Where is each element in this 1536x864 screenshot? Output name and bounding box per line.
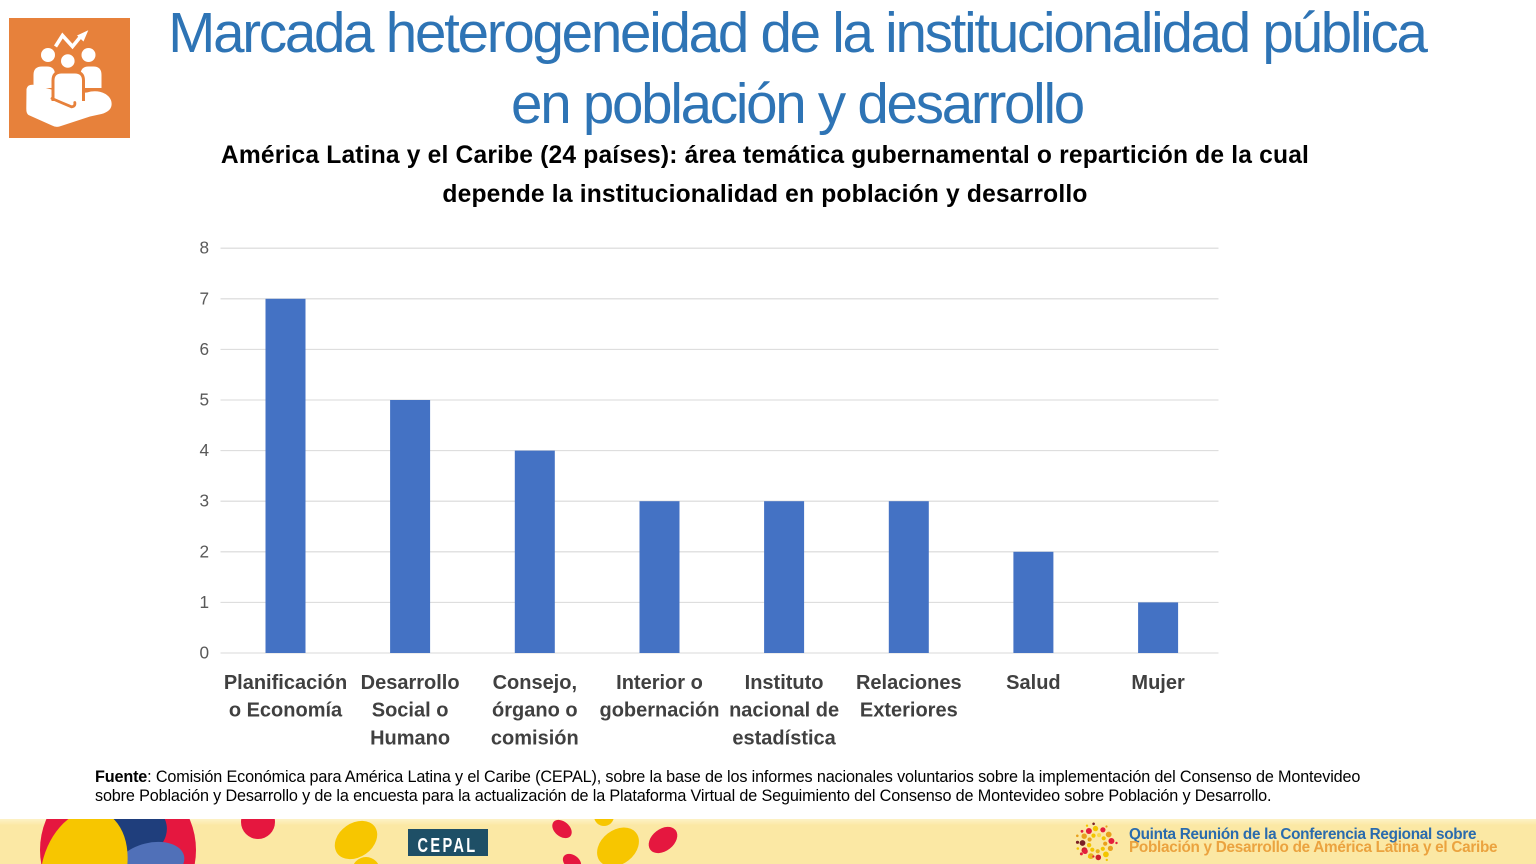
svg-text:gobernación: gobernación — [599, 700, 719, 722]
svg-text:comisión: comisión — [491, 727, 579, 749]
svg-text:1: 1 — [199, 592, 209, 612]
svg-text:Instituto: Instituto — [745, 672, 824, 694]
svg-text:Salud: Salud — [1006, 672, 1060, 694]
svg-text:órgano o: órgano o — [492, 700, 578, 722]
svg-text:CEPAL: CEPAL — [418, 834, 478, 857]
svg-text:Planificación: Planificación — [224, 672, 347, 694]
svg-text:5: 5 — [199, 390, 209, 410]
svg-text:Consejo,: Consejo, — [493, 672, 577, 694]
svg-text:2: 2 — [199, 541, 209, 561]
svg-text:7: 7 — [199, 288, 209, 308]
svg-text:0: 0 — [199, 643, 209, 663]
svg-text:estadística: estadística — [732, 727, 836, 749]
svg-text:Exteriores: Exteriores — [860, 700, 958, 722]
svg-text:nacional de: nacional de — [729, 700, 839, 722]
svg-text:8: 8 — [199, 238, 209, 258]
svg-text:Interior o: Interior o — [616, 672, 703, 694]
svg-text:Relaciones: Relaciones — [856, 672, 962, 694]
svg-text:Social o: Social o — [372, 700, 449, 722]
svg-text:3: 3 — [199, 491, 209, 511]
svg-text:Desarrollo: Desarrollo — [361, 672, 460, 694]
svg-text:Humano: Humano — [370, 727, 450, 749]
svg-text:Mujer: Mujer — [1131, 672, 1185, 694]
svg-text:o Economía: o Economía — [229, 700, 343, 722]
svg-text:4: 4 — [199, 440, 209, 460]
svg-text:6: 6 — [199, 339, 209, 359]
